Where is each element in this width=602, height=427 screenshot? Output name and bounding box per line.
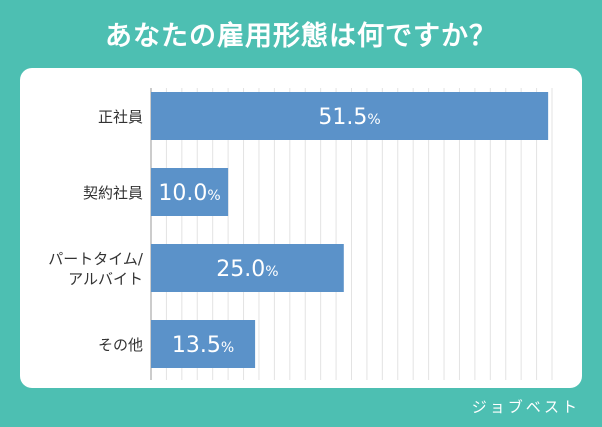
category-label-0: 正社員 [98,108,143,126]
value-number: 51.5 [318,105,367,130]
category-label-line: パートタイム/ [48,250,144,268]
category-label-line: 契約社員 [83,184,143,202]
bar-1 [151,168,229,216]
category-label-2: パートタイム/アルバイト [48,250,144,288]
category-label-line: 正社員 [98,108,143,126]
value-unit: % [221,340,234,356]
bar-3 [151,320,256,368]
value-number: 25.0 [216,257,265,282]
value-label-0: 51.5% [318,105,380,130]
value-unit: % [367,112,380,128]
value-label-1: 10.0% [158,181,220,206]
value-number: 13.5 [172,333,221,358]
category-label-1: 契約社員 [83,184,143,202]
watermark-logo: ジョブベスト [471,398,580,416]
bar-chart: 51.5% 正社員 10.0% 契約社員 25.0% パートタイム/アルバイト 13.5% そ… [48,88,553,380]
category-label-line: アルバイト [68,270,143,288]
value-label-2: 25.0% [216,257,278,282]
bar-0 [151,92,549,140]
value-number: 10.0 [158,181,207,206]
bar-2 [151,244,344,292]
value-unit: % [265,264,278,280]
chart-card: 51.5% 正社員 10.0% 契約社員 25.0% パートタイム/アルバイト 13.5% そ… [20,68,582,388]
page-title: あなたの雇用形態は何ですか？ [105,21,497,52]
value-unit: % [207,188,220,204]
category-label-line: その他 [98,336,143,354]
value-label-3: 13.5% [172,333,234,358]
category-label-3: その他 [98,336,143,354]
